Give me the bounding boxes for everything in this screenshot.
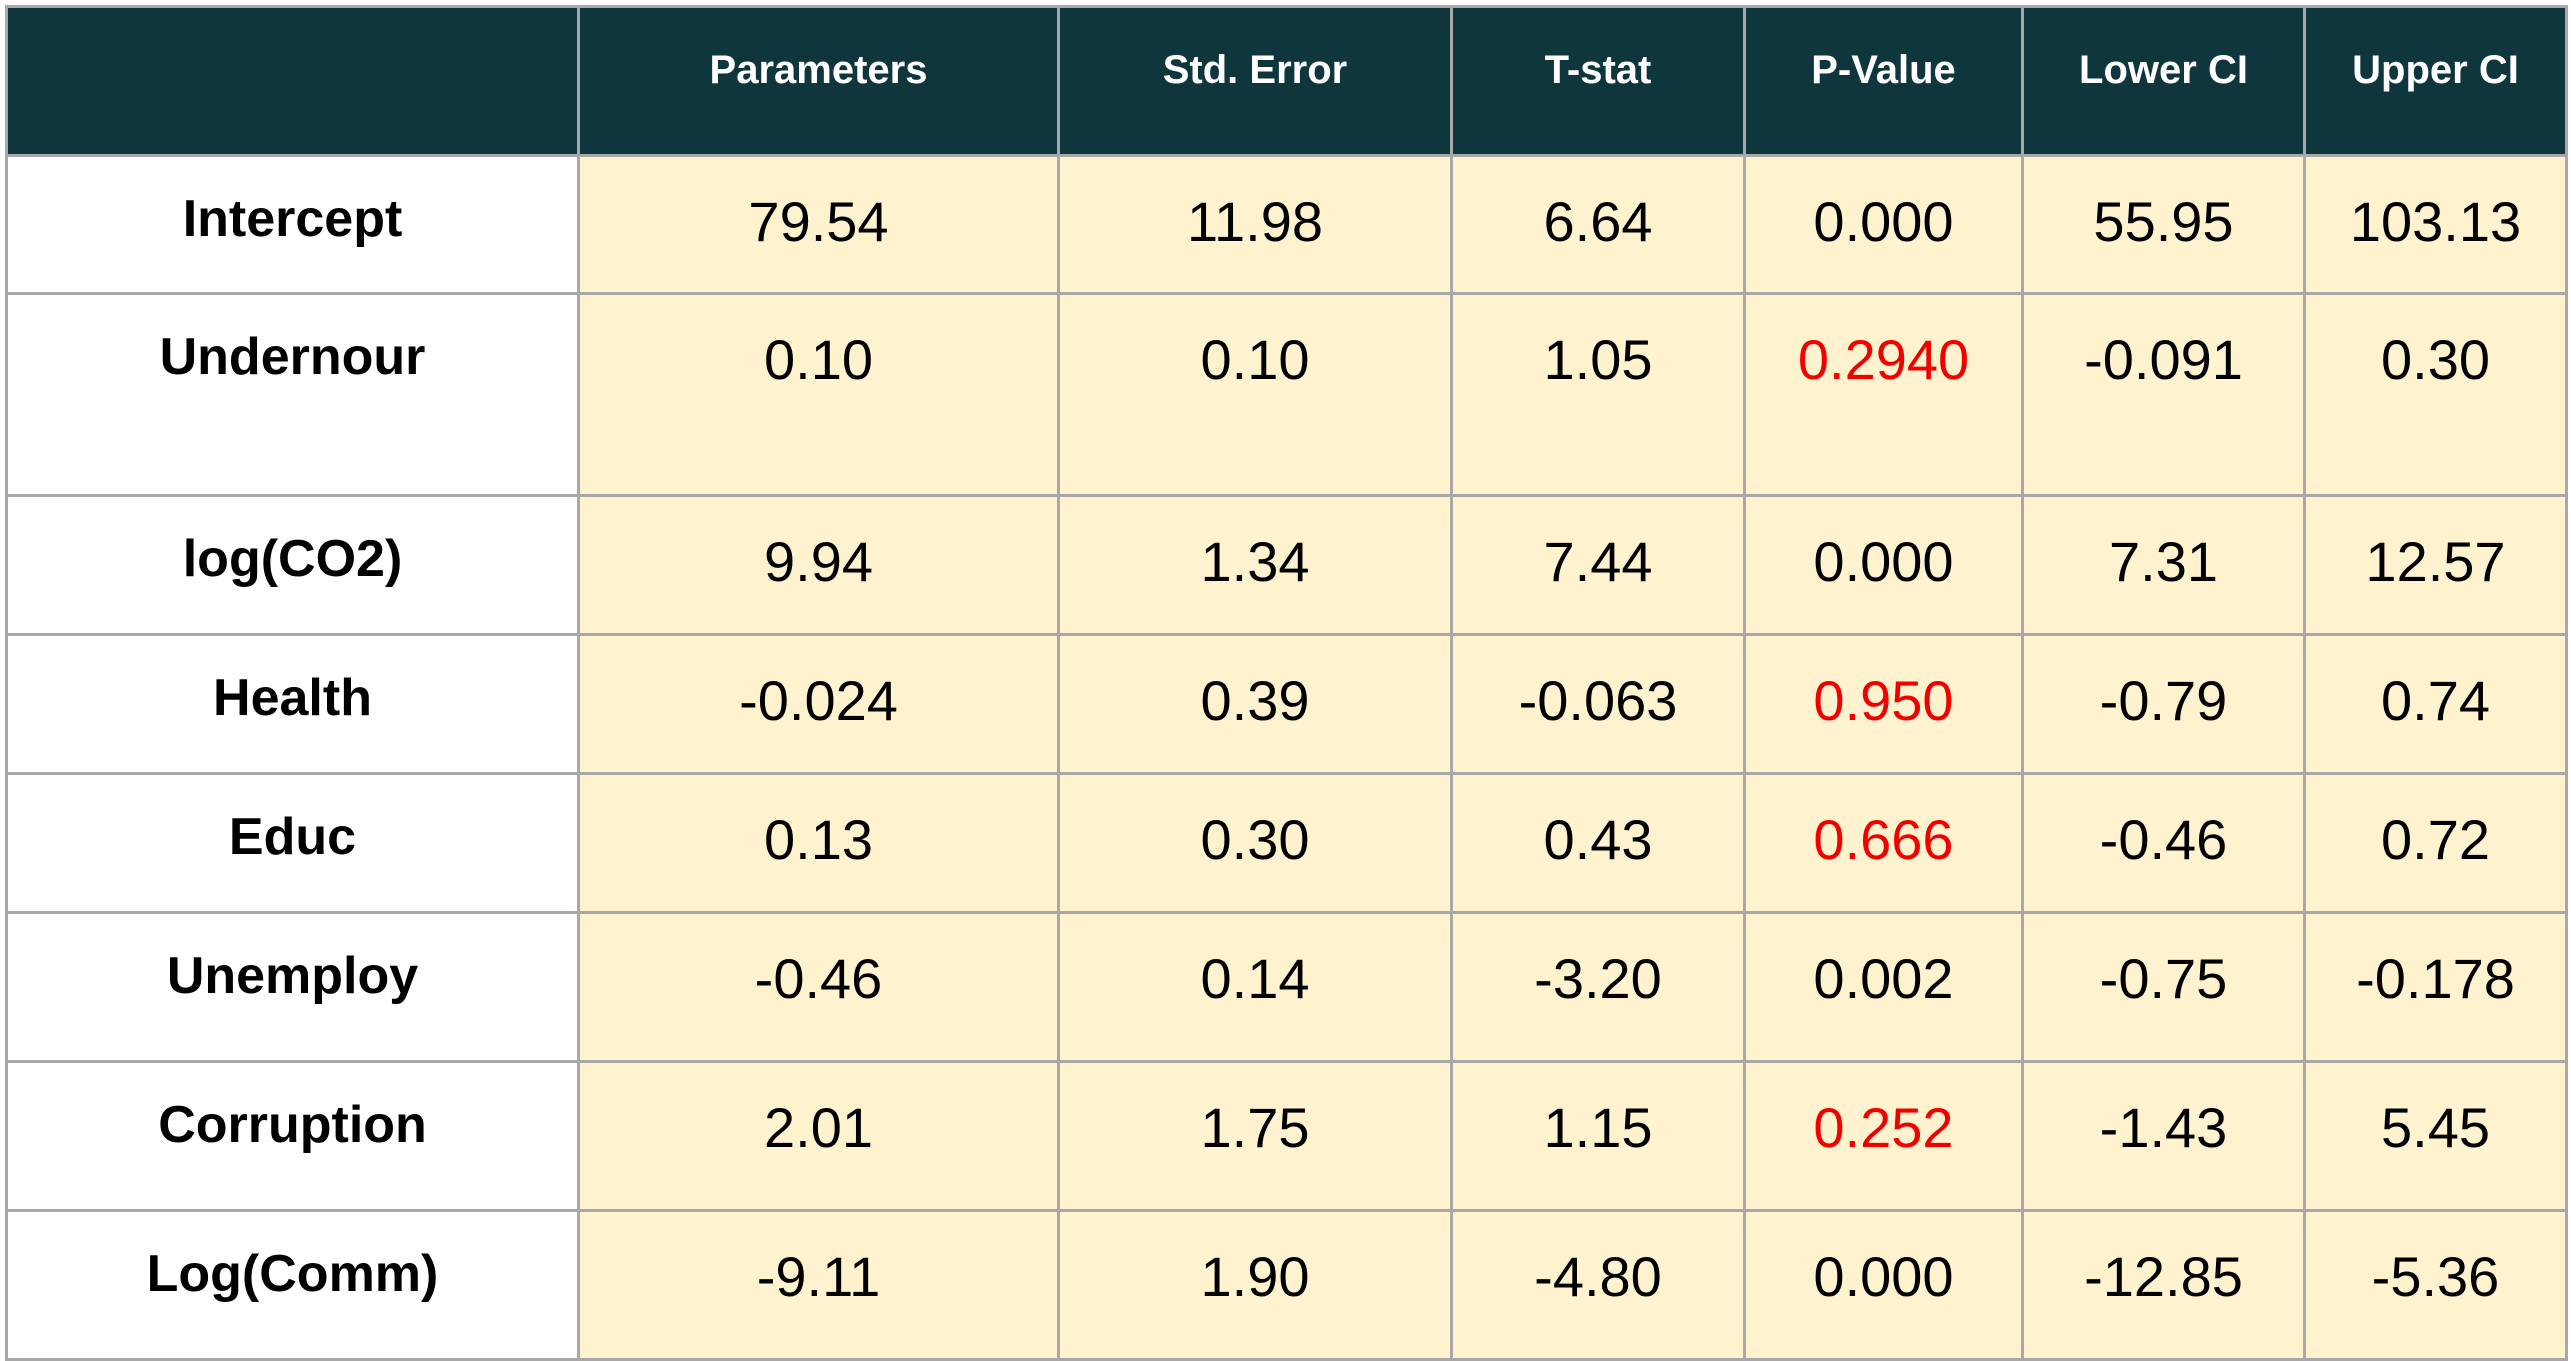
table-row: Unemploy -0.46 0.14 -3.20 0.002 -0.75 -0.178 (5, 911, 2568, 1063)
row-label-cell: Health (5, 633, 580, 775)
table-body: Intercept 79.54 11.98 6.64 0.000 55.95 103.13 U… (5, 154, 2568, 1361)
upper-ci-cell: 0.72 (2303, 772, 2568, 914)
lower-ci-cell: -0.79 (2021, 633, 2306, 775)
std-error-cell: 1.34 (1057, 494, 1453, 636)
std-error-cell: 0.39 (1057, 633, 1453, 775)
t-stat-cell: 0.43 (1450, 772, 1746, 914)
header-row: Parameters Std. Error T-stat P-Value Low… (5, 5, 2568, 157)
t-stat-cell: -3.20 (1450, 911, 1746, 1063)
std-error-cell: 11.98 (1057, 154, 1453, 295)
parameters-cell: -0.024 (577, 633, 1060, 775)
std-error-cell: 0.30 (1057, 772, 1453, 914)
table-row: Health -0.024 0.39 -0.063 0.950 -0.79 0.74 (5, 633, 2568, 775)
lower-ci-cell: -0.46 (2021, 772, 2306, 914)
lower-ci-cell: 55.95 (2021, 154, 2306, 295)
row-label-cell: log(CO2) (5, 494, 580, 636)
table-row: Intercept 79.54 11.98 6.64 0.000 55.95 103.13 (5, 154, 2568, 295)
header-cell-p-value: P-Value (1743, 5, 2024, 157)
table-row: log(CO2) 9.94 1.34 7.44 0.000 7.31 12.57 (5, 494, 2568, 636)
t-stat-cell: 1.15 (1450, 1060, 1746, 1212)
lower-ci-cell: -0.091 (2021, 292, 2306, 497)
upper-ci-cell: -5.36 (2303, 1209, 2568, 1361)
lower-ci-cell: 7.31 (2021, 494, 2306, 636)
regression-results-table-container: Parameters Std. Error T-stat P-Value Low… (5, 5, 2568, 1361)
t-stat-cell: -4.80 (1450, 1209, 1746, 1361)
row-label-cell: Corruption (5, 1060, 580, 1212)
t-stat-cell: 7.44 (1450, 494, 1746, 636)
header-cell-upper-ci: Upper CI (2303, 5, 2568, 157)
std-error-cell: 0.10 (1057, 292, 1453, 497)
lower-ci-cell: -12.85 (2021, 1209, 2306, 1361)
p-value-cell: 0.002 (1743, 911, 2024, 1063)
parameters-cell: -9.11 (577, 1209, 1060, 1361)
upper-ci-cell: 103.13 (2303, 154, 2568, 295)
std-error-cell: 1.90 (1057, 1209, 1453, 1361)
table-header: Parameters Std. Error T-stat P-Value Low… (5, 5, 2568, 157)
upper-ci-cell: -0.178 (2303, 911, 2568, 1063)
regression-results-table: Parameters Std. Error T-stat P-Value Low… (5, 5, 2568, 1361)
p-value-cell: 0.950 (1743, 633, 2024, 775)
row-label-cell: Log(Comm) (5, 1209, 580, 1361)
table-row: Corruption 2.01 1.75 1.15 0.252 -1.43 5.45 (5, 1060, 2568, 1212)
p-value-cell: 0.252 (1743, 1060, 2024, 1212)
header-cell-std-error: Std. Error (1057, 5, 1453, 157)
parameters-cell: 0.13 (577, 772, 1060, 914)
parameters-cell: 9.94 (577, 494, 1060, 636)
row-label-cell: Undernour (5, 292, 580, 497)
p-value-cell: 0.2940 (1743, 292, 2024, 497)
p-value-cell: 0.000 (1743, 494, 2024, 636)
p-value-cell: 0.000 (1743, 154, 2024, 295)
header-cell-lower-ci: Lower CI (2021, 5, 2306, 157)
parameters-cell: -0.46 (577, 911, 1060, 1063)
parameters-cell: 0.10 (577, 292, 1060, 497)
t-stat-cell: 1.05 (1450, 292, 1746, 497)
header-cell-blank (5, 5, 580, 157)
upper-ci-cell: 12.57 (2303, 494, 2568, 636)
t-stat-cell: 6.64 (1450, 154, 1746, 295)
row-label-cell: Intercept (5, 154, 580, 295)
row-label-cell: Educ (5, 772, 580, 914)
header-cell-parameters: Parameters (577, 5, 1060, 157)
header-cell-t-stat: T-stat (1450, 5, 1746, 157)
table-row: Educ 0.13 0.30 0.43 0.666 -0.46 0.72 (5, 772, 2568, 914)
upper-ci-cell: 0.30 (2303, 292, 2568, 497)
t-stat-cell: -0.063 (1450, 633, 1746, 775)
row-label-cell: Unemploy (5, 911, 580, 1063)
table-row: Undernour 0.10 0.10 1.05 0.2940 -0.091 0.30 (5, 292, 2568, 497)
upper-ci-cell: 0.74 (2303, 633, 2568, 775)
parameters-cell: 2.01 (577, 1060, 1060, 1212)
std-error-cell: 1.75 (1057, 1060, 1453, 1212)
lower-ci-cell: -0.75 (2021, 911, 2306, 1063)
p-value-cell: 0.000 (1743, 1209, 2024, 1361)
table-row: Log(Comm) -9.11 1.90 -4.80 0.000 -12.85 -5.36 (5, 1209, 2568, 1361)
upper-ci-cell: 5.45 (2303, 1060, 2568, 1212)
p-value-cell: 0.666 (1743, 772, 2024, 914)
parameters-cell: 79.54 (577, 154, 1060, 295)
std-error-cell: 0.14 (1057, 911, 1453, 1063)
lower-ci-cell: -1.43 (2021, 1060, 2306, 1212)
